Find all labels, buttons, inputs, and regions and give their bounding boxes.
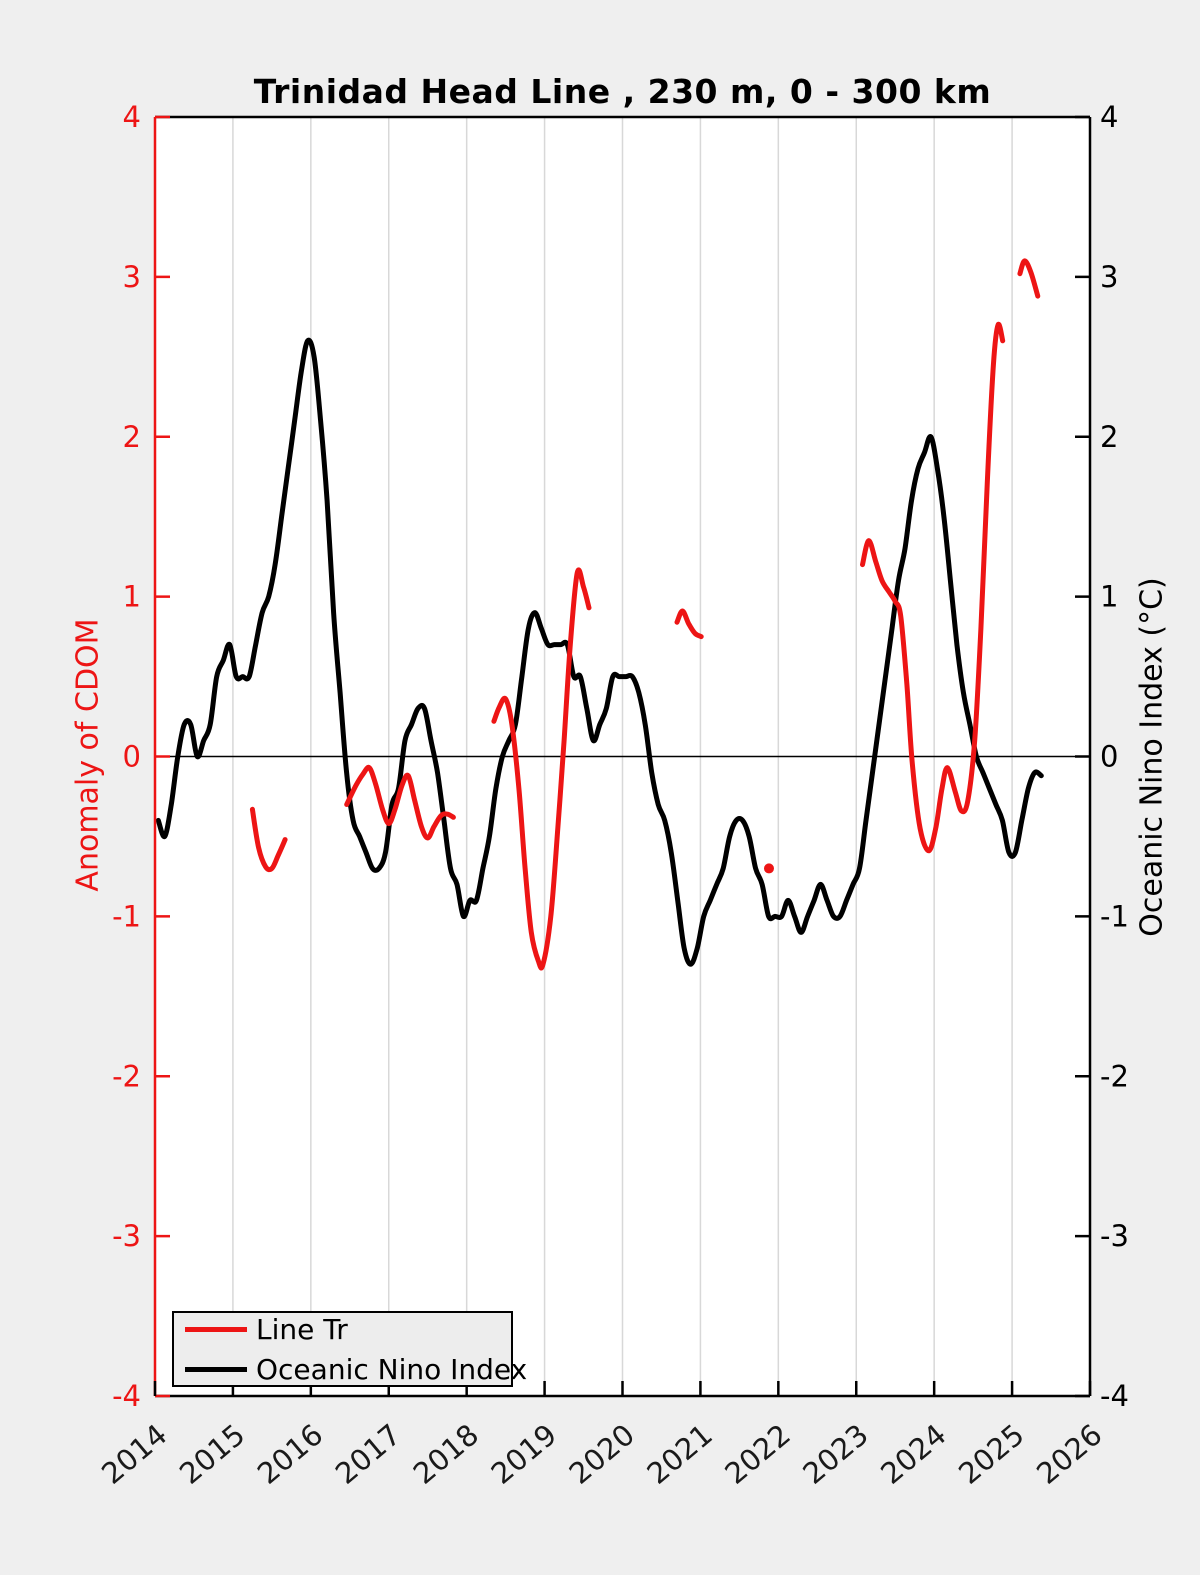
right-tick-label: -1 — [1100, 899, 1129, 933]
cdom-segment — [860, 321, 1006, 854]
left-axis-label: Anomaly of CDOM — [70, 618, 106, 892]
right-tick-label: 1 — [1100, 580, 1118, 614]
legend-swatch-red-line — [185, 1326, 247, 1332]
x-tick-label: 2022 — [718, 1417, 796, 1490]
x-tick-label: 2023 — [796, 1417, 874, 1490]
legend-swatch-black-line — [185, 1366, 247, 1372]
right-tick-label: 3 — [1100, 260, 1118, 294]
right-tick-label: 4 — [1100, 100, 1118, 134]
left-tick-label: 1 — [123, 580, 141, 614]
x-tick-label: 2020 — [563, 1417, 641, 1490]
legend-entry-line-tr: Line Tr — [185, 1313, 511, 1346]
legend-label: Line Tr — [256, 1312, 348, 1346]
cdom-point — [763, 863, 774, 874]
x-tick-label: 2016 — [251, 1417, 329, 1490]
left-axis: 4 3 2 1 0 -1 -2 -3 -4 — [112, 100, 170, 1413]
x-tick-label: 2018 — [407, 1417, 485, 1490]
left-tick-label: 2 — [123, 420, 141, 454]
left-tick-label: 0 — [123, 740, 141, 774]
left-tick-label: 4 — [123, 100, 141, 134]
left-tick-label: -2 — [112, 1059, 141, 1093]
x-tick-label: 2017 — [329, 1417, 407, 1490]
legend: Line Tr Oceanic Nino Index — [172, 1311, 527, 1387]
right-tick-label: -4 — [1100, 1379, 1129, 1413]
cdom-segment — [491, 567, 592, 971]
cdom-segment — [344, 764, 456, 841]
cdom-segment — [674, 608, 704, 640]
x-tick-label: 2025 — [952, 1417, 1030, 1490]
left-tick-label: -1 — [112, 899, 141, 933]
x-tick-label: 2021 — [641, 1417, 719, 1490]
cdom-segment — [249, 806, 288, 873]
right-axis-label: Oceanic Nino Index (°C) — [1134, 577, 1170, 937]
right-tick-label: 0 — [1100, 740, 1118, 774]
legend-entry-oni: Oceanic Nino Index — [185, 1353, 527, 1386]
x-tick-label: 2015 — [173, 1417, 251, 1490]
left-tick-label: -3 — [112, 1219, 141, 1253]
cdom-line-segments — [249, 258, 1041, 971]
chart-title: Trinidad Head Line , 230 m, 0 - 300 km — [253, 72, 992, 111]
x-tick-label: 2014 — [95, 1417, 173, 1490]
x-tick-label: 2019 — [485, 1417, 563, 1490]
right-tick-label: -3 — [1100, 1219, 1129, 1253]
legend-label: Oceanic Nino Index — [256, 1352, 528, 1386]
left-tick-label: -4 — [112, 1379, 141, 1413]
x-tick-label: 2026 — [1030, 1417, 1108, 1490]
left-tick-label: 3 — [123, 260, 141, 294]
right-axis: 4 3 2 1 0 -1 -2 -3 -4 — [1075, 100, 1129, 1413]
right-tick-label: 2 — [1100, 420, 1118, 454]
oni-line — [155, 337, 1044, 967]
x-axis: 2014 2015 2016 2017 2018 2019 2020 2021 2022 2023… — [95, 1381, 1108, 1491]
cdom-segment — [1017, 258, 1041, 299]
x-tick-label: 2024 — [874, 1417, 952, 1490]
right-tick-label: -2 — [1100, 1059, 1129, 1093]
